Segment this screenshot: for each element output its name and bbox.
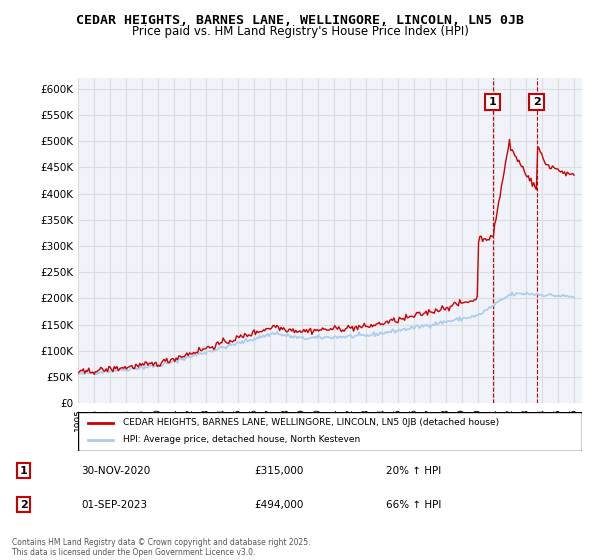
Text: Price paid vs. HM Land Registry's House Price Index (HPI): Price paid vs. HM Land Registry's House … xyxy=(131,25,469,38)
Text: Contains HM Land Registry data © Crown copyright and database right 2025.
This d: Contains HM Land Registry data © Crown c… xyxy=(12,538,311,557)
FancyBboxPatch shape xyxy=(78,412,582,451)
Text: 1: 1 xyxy=(20,465,28,475)
Text: 2: 2 xyxy=(20,500,28,510)
Text: CEDAR HEIGHTS, BARNES LANE, WELLINGORE, LINCOLN, LN5 0JB: CEDAR HEIGHTS, BARNES LANE, WELLINGORE, … xyxy=(76,14,524,27)
Text: 30-NOV-2020: 30-NOV-2020 xyxy=(81,465,151,475)
Text: 2: 2 xyxy=(533,97,541,107)
Text: HPI: Average price, detached house, North Kesteven: HPI: Average price, detached house, Nort… xyxy=(124,435,361,444)
Text: £494,000: £494,000 xyxy=(254,500,303,510)
Text: 1: 1 xyxy=(489,97,497,107)
Text: CEDAR HEIGHTS, BARNES LANE, WELLINGORE, LINCOLN, LN5 0JB (detached house): CEDAR HEIGHTS, BARNES LANE, WELLINGORE, … xyxy=(124,418,499,427)
Text: £315,000: £315,000 xyxy=(254,465,303,475)
Text: 66% ↑ HPI: 66% ↑ HPI xyxy=(386,500,442,510)
Text: 01-SEP-2023: 01-SEP-2023 xyxy=(81,500,147,510)
Text: 20% ↑ HPI: 20% ↑ HPI xyxy=(386,465,442,475)
